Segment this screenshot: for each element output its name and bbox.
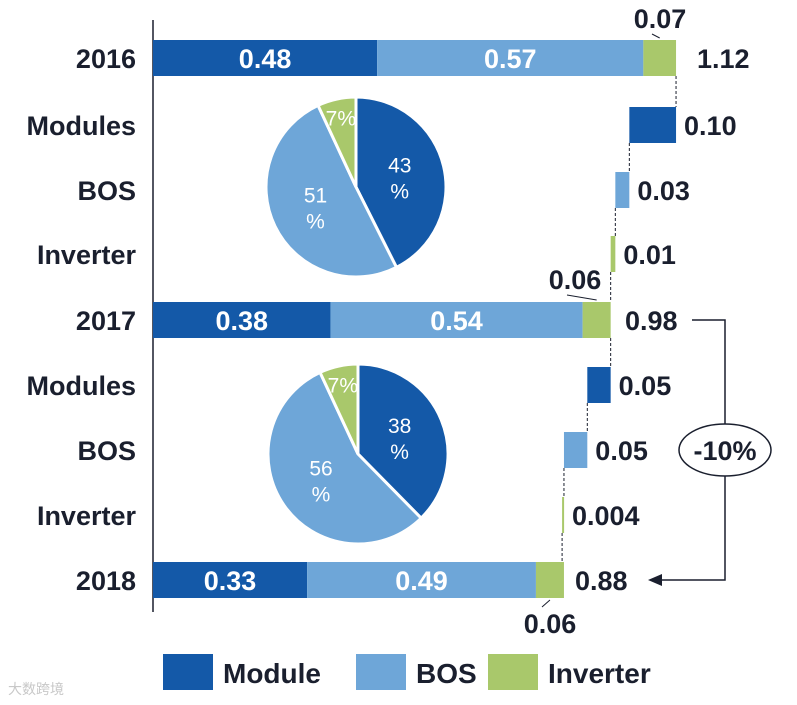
pie-1-slice-inverter (316, 95, 358, 188)
total-label-2016: 1.12 (697, 44, 750, 74)
leader-line-2016-inverter (651, 33, 660, 39)
category-label-inverter: Inverter (37, 240, 137, 270)
data-label-2016-inverter: 0.07 (634, 4, 687, 34)
bar-2016-module (153, 40, 378, 76)
change-label-4: 0.05 (619, 371, 672, 401)
pie-1-slice-bos (264, 103, 399, 279)
data-label-2017-inverter: 0.06 (549, 265, 602, 295)
connectors-layer (561, 76, 677, 562)
bar-2017-inverter (582, 302, 611, 338)
pie-2-slice-inverter (318, 362, 360, 455)
pie-1-label-bos: 51 (304, 185, 327, 208)
category-label-bos: BOS (77, 436, 136, 466)
data-label-2018-module: 0.33 (204, 566, 257, 596)
category-label-2018: 2018 (76, 566, 136, 596)
pie-1-label-module-unit: % (390, 181, 409, 204)
data-label-2017-module: 0.38 (215, 306, 268, 336)
category-label-modules: Modules (26, 371, 136, 401)
bar-2018-bos (307, 562, 536, 598)
legend-swatch-inverter (488, 654, 538, 690)
change-bar-5-bos (563, 432, 588, 468)
change-label-3: 0.01 (623, 240, 676, 270)
data-label-2017-bos: 0.54 (430, 306, 483, 336)
bar-2018-module (153, 562, 308, 598)
change-label-6: 0.004 (572, 501, 640, 531)
pie-2-slice-module (356, 362, 450, 521)
chart-axis-layer: 2016 Modules BOS Inverter 2017 Modules BOS Inve… (26, 20, 154, 612)
pies-layer: 43% 51% 7% 38% 56% 7% (264, 95, 450, 546)
data-label-2018-bos: 0.49 (395, 566, 448, 596)
legend-layer: Module BOS Inverter (163, 654, 651, 690)
total-label-2017: 0.98 (625, 306, 678, 336)
watermark-text: 大数跨境 (8, 682, 64, 698)
category-label-bos: BOS (77, 176, 136, 206)
change-ellipse (678, 423, 772, 477)
change-bar-4-module (587, 367, 611, 403)
pie-2-label-inverter: 7% (328, 374, 358, 397)
data-label-2016-bos: 0.57 (484, 44, 537, 74)
labels-layer: 0.48 0.57 0.07 1.12 0.38 0.54 0.06 0.98 0.33 0.49… (204, 4, 750, 639)
change-label-1: 0.10 (684, 111, 737, 141)
pie-2-label-module: 38 (388, 415, 411, 438)
pie-2-slice-bos (266, 370, 424, 546)
bars-layer (153, 40, 677, 598)
pie-1-label-bos-unit: % (306, 211, 325, 234)
category-label-inverter: Inverter (37, 501, 137, 531)
bar-2017-module (153, 302, 331, 338)
bar-2018-inverter (535, 562, 564, 598)
change-bar-6-inverter (562, 497, 565, 533)
watermark-layer: 大数跨境 (8, 682, 64, 698)
change-bar-1-module (629, 107, 677, 143)
leader-line-2017-inverter (566, 294, 597, 301)
change-label-5: 0.05 (595, 436, 648, 466)
pie-1-label-inverter: 7% (326, 107, 356, 130)
legend-swatch-bos (356, 654, 406, 690)
category-label-modules: Modules (26, 111, 136, 141)
data-label-2018-inverter: 0.06 (524, 609, 577, 639)
bar-2016-bos (377, 40, 644, 76)
bar-2016-inverter (643, 40, 677, 76)
total-label-2018: 0.88 (575, 566, 628, 596)
category-label-2017: 2017 (76, 306, 136, 336)
bar-2017-bos (330, 302, 583, 338)
change-label-2: 0.03 (637, 176, 690, 206)
category-label-2016: 2016 (76, 44, 136, 74)
legend-label-module: Module (223, 658, 321, 689)
pie-1-label-module: 43 (388, 155, 411, 178)
legend-label-bos: BOS (416, 658, 477, 689)
pie-2-label-bos: 56 (309, 458, 332, 481)
legend-label-inverter: Inverter (548, 658, 651, 689)
pie-2-label-module-unit: % (390, 441, 409, 464)
pie-2-label-bos-unit: % (312, 484, 331, 507)
leader-line-2018-inverter (541, 599, 551, 608)
overall-change-label: -10% (693, 436, 756, 466)
pie-1-slice-module (354, 95, 448, 270)
change-bar-2-bos (615, 172, 630, 208)
change-bar-3-inverter (610, 236, 616, 272)
change-arrow-layer: -10% (648, 319, 772, 586)
data-label-2016-module: 0.48 (239, 44, 292, 74)
legend-swatch-module (163, 654, 213, 690)
change-arrow-head (648, 574, 662, 586)
